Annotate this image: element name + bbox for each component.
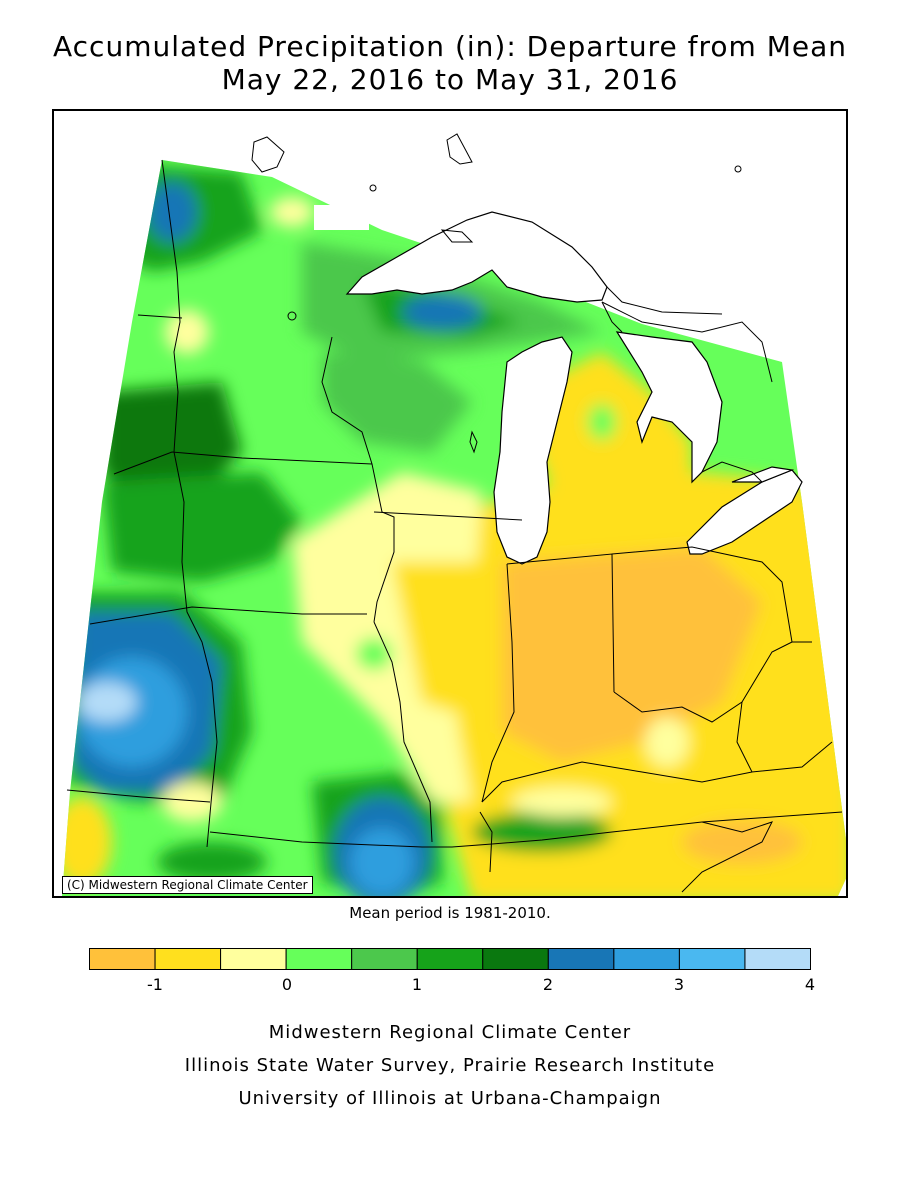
map-subtitle-date-range: May 22, 2016 to May 31, 2016 [221, 63, 679, 96]
state-boundaries [66, 159, 843, 893]
map-frame: (C) Midwestern Regional Climate Center [52, 109, 848, 898]
legend-bin-1 [154, 948, 222, 970]
credit-line-uiuc: University of Illinois at Urbana-Champai… [238, 1088, 662, 1109]
legend-bin-0 [89, 948, 156, 970]
great-lakes [345, 211, 803, 565]
legend-bin-4 [351, 948, 418, 970]
lake-huron [615, 331, 723, 484]
lake-michigan [493, 336, 573, 565]
legend-bin-6 [482, 948, 549, 970]
lake-erie-upper [731, 466, 795, 483]
legend-bin-7 [547, 948, 615, 970]
legend-tick-label: 0 [281, 975, 293, 994]
legend-tick-label: 4 [804, 975, 816, 994]
lake-erie [686, 469, 803, 555]
legend-bin-8 [613, 948, 680, 970]
legend-bin-9 [678, 948, 746, 970]
coastline-details [251, 133, 773, 483]
legend-bin-2 [220, 948, 287, 970]
legend-bin-10 [744, 948, 811, 970]
mean-period-note: Mean period is 1981-2010. [349, 904, 551, 922]
legend-tick-label: 2 [542, 975, 554, 994]
legend-tick-label: 1 [411, 975, 423, 994]
legend-bin-3 [285, 948, 353, 970]
legend-tick-label: -1 [147, 975, 163, 994]
map-title: Accumulated Precipitation (in): Departur… [53, 30, 847, 63]
precipitation-departure-map [62, 133, 846, 896]
legend-tick-labels: -1 0 1 2 3 4 [0, 975, 900, 999]
credit-line-isws: Illinois State Water Survey, Prairie Res… [184, 1055, 716, 1076]
credit-line-mrcc: Midwestern Regional Climate Center [268, 1022, 632, 1043]
legend-bin-5 [416, 948, 484, 970]
color-legend-bar [89, 948, 811, 970]
copyright-label: (C) Midwestern Regional Climate Center [62, 876, 313, 894]
canada-white-notch [314, 205, 369, 230]
legend-tick-label: 3 [673, 975, 685, 994]
